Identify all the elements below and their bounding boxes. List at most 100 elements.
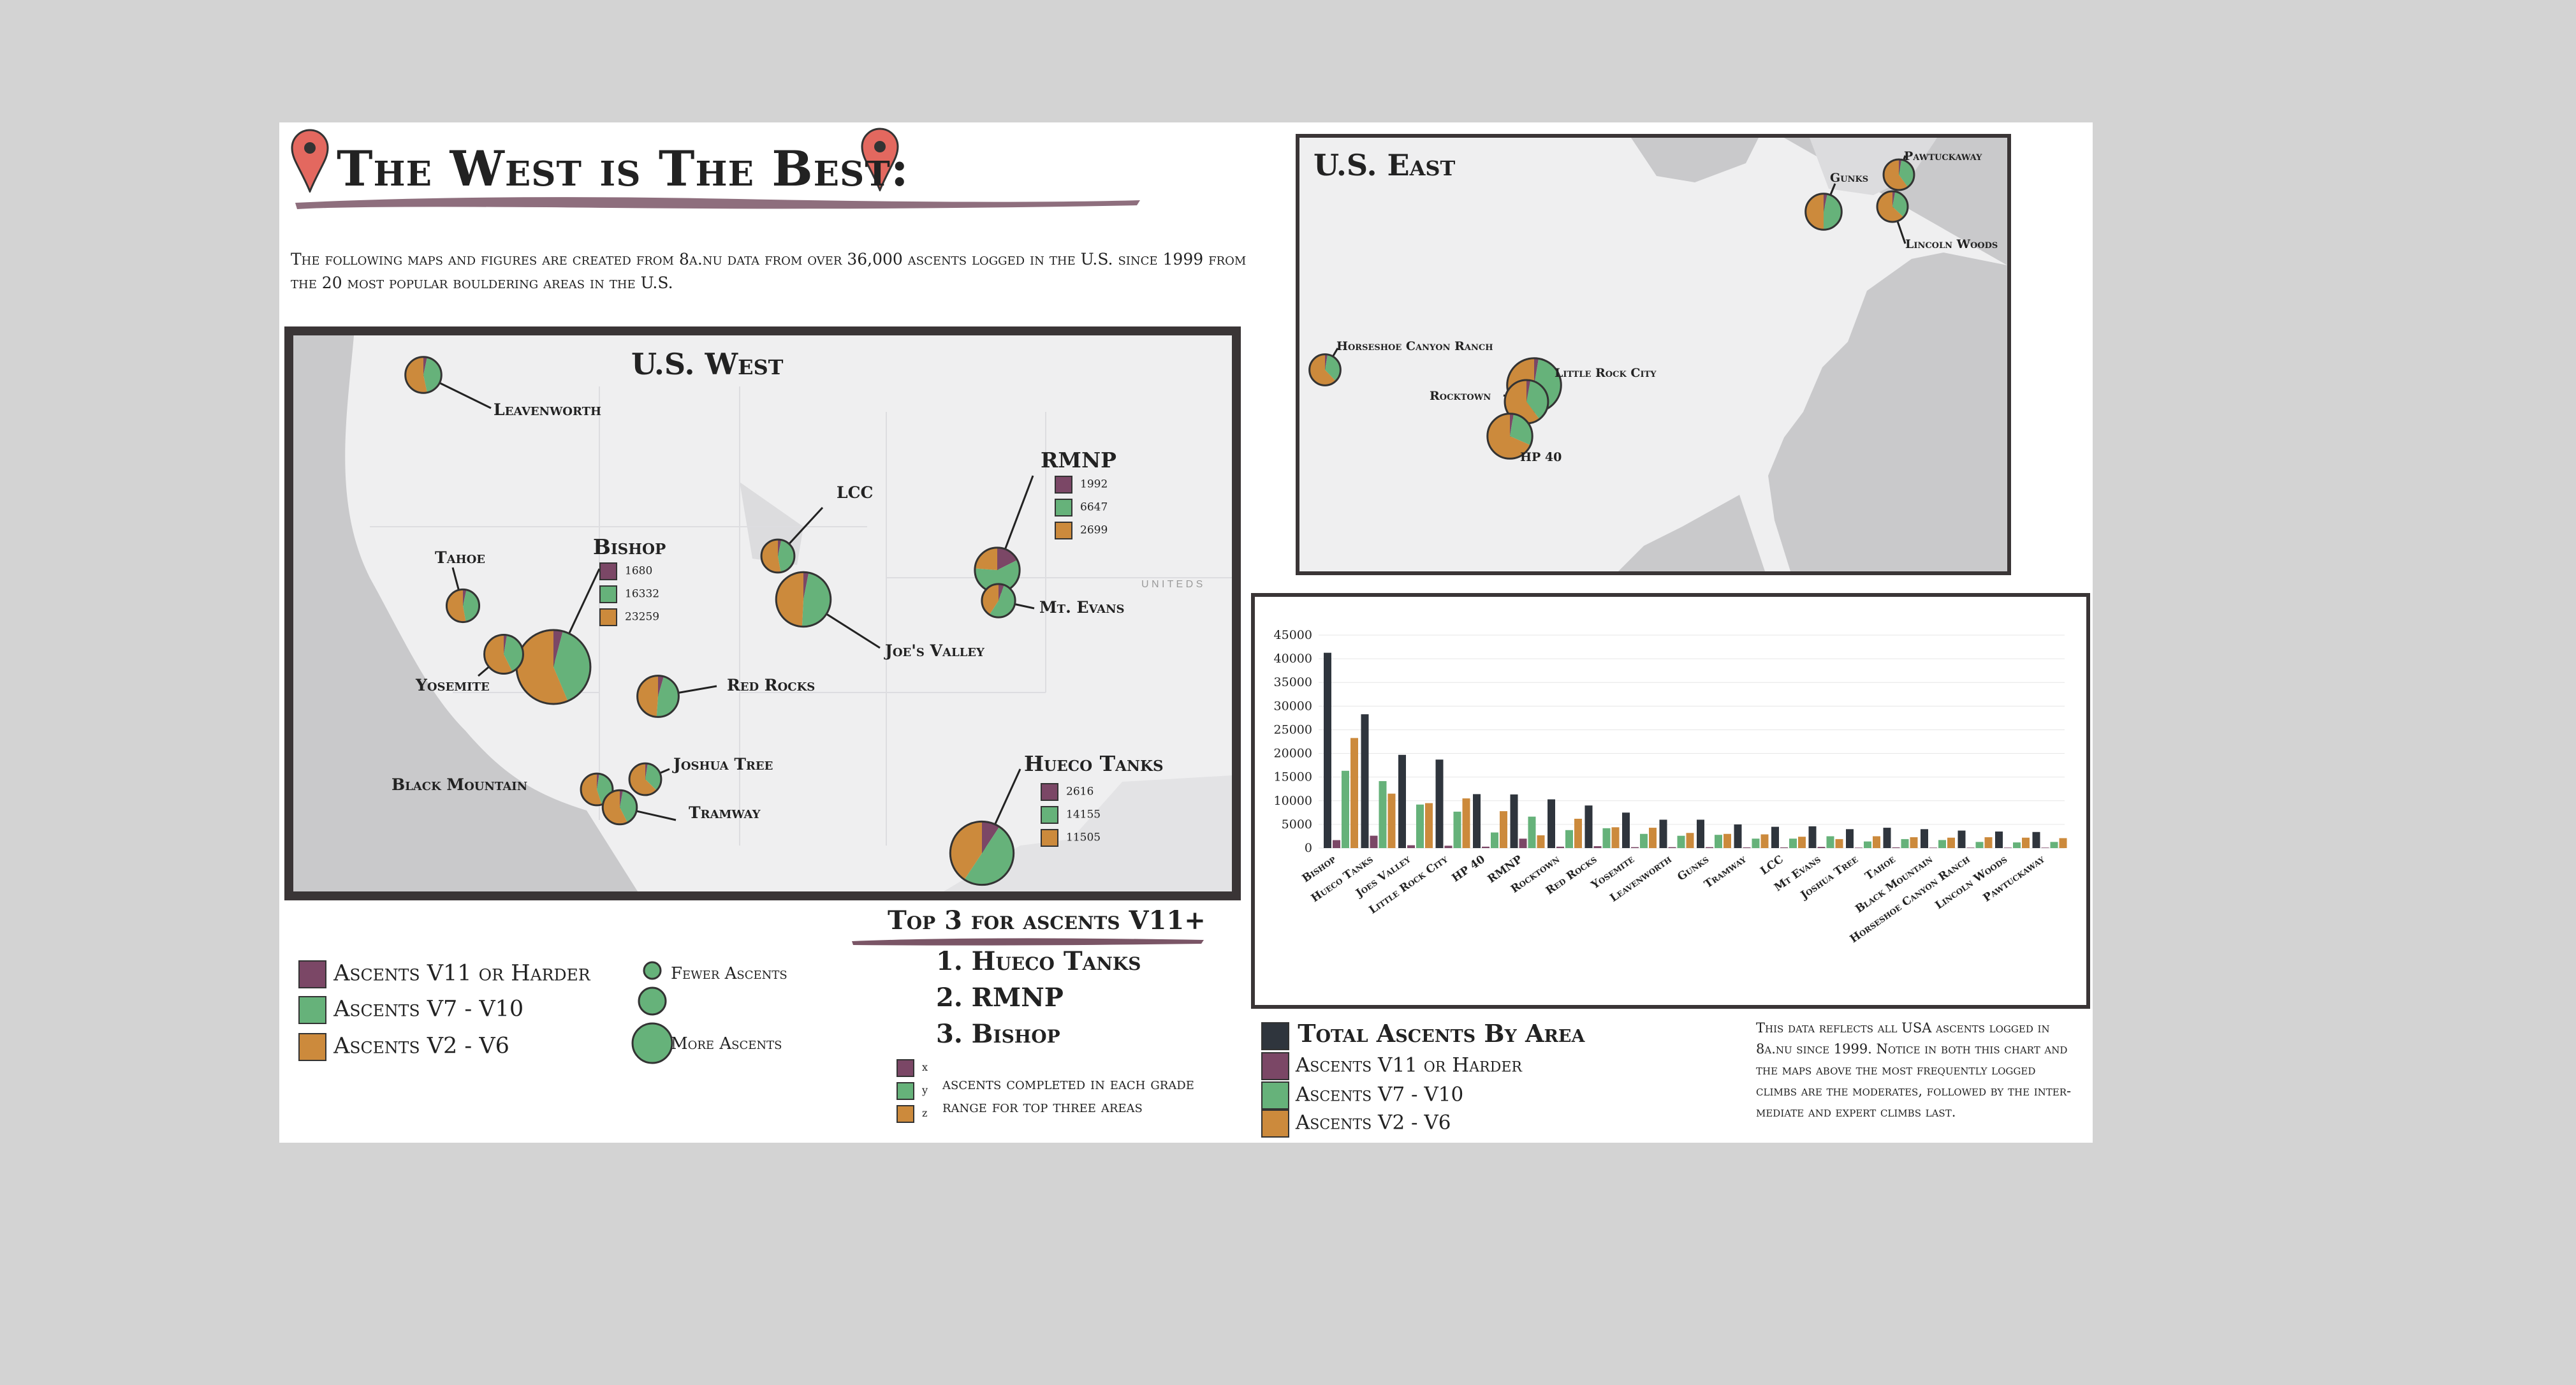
bar bbox=[1686, 833, 1694, 848]
bar bbox=[2013, 842, 2021, 848]
bar bbox=[1528, 816, 1536, 848]
bar-group bbox=[1398, 754, 1433, 848]
bar bbox=[1929, 847, 1937, 848]
pie-slice bbox=[1505, 380, 1540, 423]
y-tick-label: 30000 bbox=[1274, 699, 1312, 713]
bar bbox=[1743, 847, 1751, 848]
pie-outline bbox=[580, 772, 614, 807]
bar bbox=[1697, 819, 1704, 848]
east-map-pies bbox=[1308, 155, 1915, 460]
bar bbox=[1565, 830, 1573, 848]
pie-slice bbox=[974, 547, 997, 570]
label-leavenworth: Leavenworth bbox=[494, 400, 602, 419]
pie-slice bbox=[423, 356, 427, 375]
pie-slice bbox=[989, 585, 1016, 618]
pie-joes-valley bbox=[775, 571, 881, 649]
v7-swatch bbox=[1261, 1081, 1289, 1110]
pie-slice bbox=[553, 631, 590, 701]
poster: The West is The Best: The following maps… bbox=[279, 122, 2093, 1143]
pie-slice bbox=[463, 590, 479, 622]
pie-tramway bbox=[601, 789, 677, 826]
bar-group bbox=[1361, 714, 1396, 848]
x-tick-label: LCC bbox=[1758, 853, 1785, 878]
y-tick-label: 25000 bbox=[1274, 722, 1312, 736]
bar bbox=[1910, 837, 1918, 848]
chart-legend-v2: Ascents V2 - V6 bbox=[1261, 1110, 1451, 1138]
bar bbox=[1659, 819, 1667, 848]
bar bbox=[1966, 847, 1975, 848]
pie-slice bbox=[504, 634, 523, 672]
bar bbox=[1883, 828, 1891, 848]
label-horseshoe: Horseshoe Canyon Ranch bbox=[1336, 339, 1493, 353]
y-tick-label: 20000 bbox=[1274, 747, 1312, 761]
bar bbox=[1556, 846, 1564, 848]
bar bbox=[1548, 799, 1555, 848]
bar-group bbox=[2032, 832, 2067, 848]
pie-slice bbox=[803, 572, 809, 599]
bar-group bbox=[1734, 824, 1769, 848]
pie-slice bbox=[778, 539, 782, 556]
bar-group bbox=[1473, 794, 1507, 848]
pie-pawtuckaway bbox=[1882, 155, 1915, 191]
pie-slice bbox=[1325, 354, 1341, 381]
label-hueco-tanks: Hueco Tanks bbox=[1024, 751, 1164, 776]
pie-red-rocks bbox=[636, 675, 717, 718]
bar-group bbox=[1995, 832, 2030, 848]
pie-outline bbox=[601, 789, 638, 826]
hueco-v11-value: 2616 bbox=[1066, 785, 1094, 798]
pie-slice bbox=[1526, 380, 1548, 420]
v11-swatch bbox=[1261, 1052, 1289, 1080]
label-little-rock-city: Little Rock City bbox=[1555, 366, 1657, 380]
pie-outline bbox=[1486, 413, 1533, 460]
bar bbox=[1958, 830, 1966, 848]
y-tick-label: 10000 bbox=[1274, 794, 1312, 808]
hueco-v7-value: 14155 bbox=[1066, 808, 1101, 821]
country-label: U N I T E D S bbox=[1141, 579, 1203, 590]
bar-group bbox=[1771, 826, 1806, 848]
v7-swatch bbox=[1055, 499, 1072, 517]
pie-rmnp bbox=[974, 475, 1034, 594]
y-tick-label: 35000 bbox=[1274, 675, 1312, 689]
label-bishop: Bishop bbox=[593, 534, 666, 559]
top3-list: 1. Hueco Tanks 2. RMNP 3. Bishop bbox=[936, 946, 1141, 1049]
pie-outline bbox=[775, 571, 832, 628]
pie-slice bbox=[553, 630, 563, 667]
pie-hp-40 bbox=[1486, 413, 1533, 460]
bar bbox=[1350, 738, 1358, 848]
bar bbox=[1387, 793, 1396, 848]
top3-key: x y z bbox=[896, 1056, 928, 1125]
legend-v7: Ascents V7 - V10 bbox=[298, 996, 523, 1024]
v11-swatch bbox=[1055, 476, 1072, 494]
bar bbox=[1324, 652, 1331, 848]
pie-slice bbox=[1805, 193, 1824, 230]
bar bbox=[2022, 837, 2030, 848]
v2-swatch bbox=[1055, 522, 1072, 539]
v2-swatch bbox=[298, 1033, 326, 1061]
bishop-v2-value: 23259 bbox=[625, 610, 660, 624]
legend-more: More Ascents bbox=[671, 1034, 782, 1053]
pie-slice bbox=[964, 826, 1014, 885]
pie-slice bbox=[446, 589, 466, 622]
bar bbox=[1333, 840, 1340, 848]
top3-item: 3. Bishop bbox=[936, 1019, 1060, 1049]
bar bbox=[2059, 838, 2067, 848]
pie-hueco-tanks bbox=[949, 768, 1021, 886]
bar-group bbox=[1697, 819, 1731, 848]
bar bbox=[1574, 818, 1582, 848]
bar-group bbox=[1548, 799, 1582, 848]
bar bbox=[1482, 846, 1489, 848]
pie-lincoln-woods bbox=[1876, 190, 1909, 244]
pie-outline bbox=[483, 634, 524, 675]
pie-slice bbox=[1534, 358, 1539, 385]
label-tahoe: Tahoe bbox=[435, 548, 485, 567]
bar bbox=[1984, 837, 1993, 848]
bar bbox=[1425, 803, 1433, 848]
pie-tahoe bbox=[445, 567, 481, 624]
pie-slice bbox=[504, 634, 508, 654]
pie-leavenworth bbox=[404, 356, 492, 409]
label-joes-valley: Joe's Valley bbox=[885, 641, 984, 660]
page-title: The West is The Best: bbox=[337, 140, 909, 197]
bar bbox=[2004, 847, 2012, 848]
bar bbox=[1734, 824, 1742, 848]
bar-chart-frame: 0 5000 10000 15000 20000 25000 30000 35000 40000… bbox=[1251, 593, 2090, 1009]
